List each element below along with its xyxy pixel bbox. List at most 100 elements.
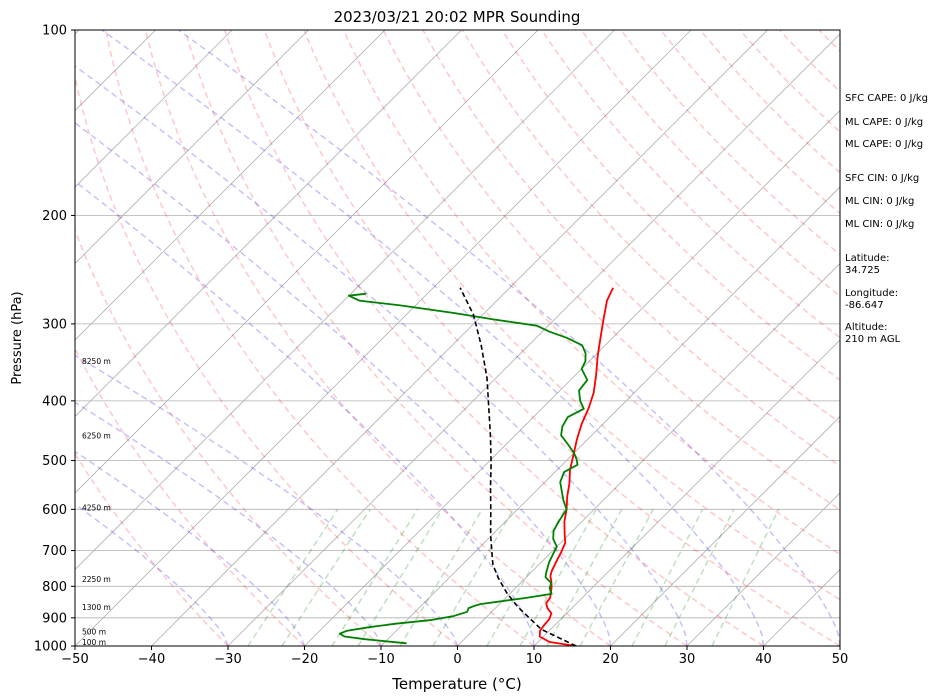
- moist-adiabat: [75, 354, 459, 646]
- dry-adiabat: [105, 30, 535, 646]
- sounding-annotation: SFC CIN: 0 J/kg: [845, 173, 920, 184]
- dry-adiabat: [75, 73, 458, 646]
- height-label: 6250 m: [82, 432, 111, 441]
- sounding-annotation: -86.647: [845, 300, 884, 311]
- isotherm-gridline: [75, 30, 539, 494]
- mixing-ratio-line: [432, 508, 515, 646]
- dry-adiabat: [541, 30, 840, 339]
- moist-adiabat: [75, 450, 306, 646]
- mixing-ratio-line: [486, 508, 566, 646]
- sounding-annotation: 210 m AGL: [845, 334, 901, 345]
- isotherm-gridline: [380, 186, 840, 646]
- isotherm-gridline: [227, 33, 840, 646]
- mixing-ratio-line: [664, 508, 735, 646]
- x-tick-label: 0: [453, 652, 461, 667]
- sounding-annotation: ML CAPE: 0 J/kg: [845, 117, 924, 128]
- x-tick-label: 20: [602, 652, 619, 667]
- x-tick-label: −30: [214, 652, 241, 667]
- moist-adiabat: [75, 503, 229, 646]
- isotherm-gridline: [610, 415, 840, 646]
- isotherm-gridline: [686, 492, 840, 646]
- dry-adiabat: [75, 347, 306, 646]
- mixing-ratio-line: [281, 508, 371, 646]
- dry-adiabat: [223, 30, 764, 646]
- mixing-ratio-line: [331, 508, 419, 646]
- mixing-ratio-line: [247, 508, 339, 646]
- dewpoint-profile: [338, 292, 589, 645]
- moist-adiabat: [75, 65, 688, 646]
- sounding-annotation: Longitude:: [845, 288, 899, 299]
- temperature-profile: [538, 287, 614, 646]
- mixing-ratio-line: [357, 508, 443, 646]
- dry-adiabat: [660, 30, 840, 215]
- moist-adiabat: [101, 30, 765, 646]
- sounding-annotation: ML CAPE: 0 J/kg: [845, 139, 924, 150]
- x-tick-label: −10: [367, 652, 394, 667]
- y-tick-label: 1000: [34, 640, 67, 655]
- mixing-ratio-line: [579, 508, 654, 646]
- y-tick-label: 900: [42, 611, 67, 626]
- mixing-ratio-line: [546, 508, 623, 646]
- dry-adiabat: [263, 30, 840, 646]
- height-label: 500 m: [82, 627, 106, 636]
- mixing-ratio-line: [399, 508, 483, 646]
- isotherm-gridline: [75, 30, 462, 418]
- isotherm-gridline: [75, 30, 615, 571]
- sounding-annotation: ML CIN: 0 J/kg: [845, 196, 915, 207]
- y-tick-label: 800: [42, 580, 67, 595]
- x-axis-label: Temperature (°C): [391, 675, 521, 693]
- y-tick-label: 200: [42, 209, 67, 224]
- y-tick-label: 100: [42, 24, 67, 39]
- sounding-annotation: SFC CAPE: 0 J/kg: [845, 93, 928, 104]
- dry-adiabat: [184, 30, 688, 646]
- chart-title: 2023/03/21 20:02 MPR Sounding: [334, 8, 581, 26]
- y-tick-label: 600: [42, 503, 67, 518]
- y-tick-label: 700: [42, 544, 67, 559]
- sounding-annotation: Altitude:: [845, 322, 888, 333]
- sounding-annotation: 34.725: [845, 265, 880, 276]
- x-tick-label: −40: [138, 652, 165, 667]
- mixing-ratio-line: [711, 508, 780, 646]
- dry-adiabat: [461, 30, 840, 424]
- dry-adiabat: [501, 30, 840, 381]
- height-label: 100 m: [82, 638, 106, 647]
- y-tick-label: 400: [42, 394, 67, 409]
- isotherm-gridline: [75, 30, 692, 646]
- x-tick-label: 50: [832, 652, 849, 667]
- isotherm-gridline: [75, 30, 386, 341]
- height-label: 8250 m: [82, 357, 111, 366]
- dry-adiabat: [303, 30, 840, 601]
- moist-adiabat: [75, 401, 382, 646]
- dry-adiabat: [342, 30, 840, 556]
- moist-adiabat: [177, 30, 840, 646]
- x-tick-label: 30: [679, 652, 696, 667]
- isotherm-gridline: [75, 30, 233, 188]
- isotherm-gridline: [304, 109, 840, 646]
- isotherm-gridline: [75, 30, 309, 265]
- mixing-ratio-line: [631, 508, 704, 646]
- x-tick-label: 10: [526, 652, 543, 667]
- y-axis-label: Pressure (hPa): [10, 291, 25, 384]
- isotherm-gridline: [533, 339, 840, 646]
- x-tick-label: −50: [61, 652, 88, 667]
- dry-adiabat: [144, 30, 611, 646]
- y-tick-label: 300: [42, 317, 67, 332]
- isotherm-gridline: [457, 262, 840, 646]
- moist-adiabat: [75, 180, 535, 646]
- parcel-profile: [459, 287, 577, 646]
- mixing-ratio-line: [519, 508, 597, 646]
- height-label: 1300 m: [82, 603, 111, 612]
- x-tick-label: −20: [291, 652, 318, 667]
- isotherm-gridline: [151, 30, 768, 646]
- y-tick-label: 500: [42, 454, 67, 469]
- dry-adiabat: [422, 30, 840, 467]
- sounding-annotation: ML CIN: 0 J/kg: [845, 219, 915, 230]
- dry-adiabat: [75, 228, 382, 646]
- height-label: 2250 m: [82, 575, 111, 584]
- sounding-annotation: Latitude:: [845, 253, 890, 264]
- dry-adiabat: [620, 30, 840, 256]
- moist-adiabat: [75, 121, 612, 646]
- x-tick-label: 40: [755, 652, 772, 667]
- height-label: 4250 m: [82, 503, 111, 512]
